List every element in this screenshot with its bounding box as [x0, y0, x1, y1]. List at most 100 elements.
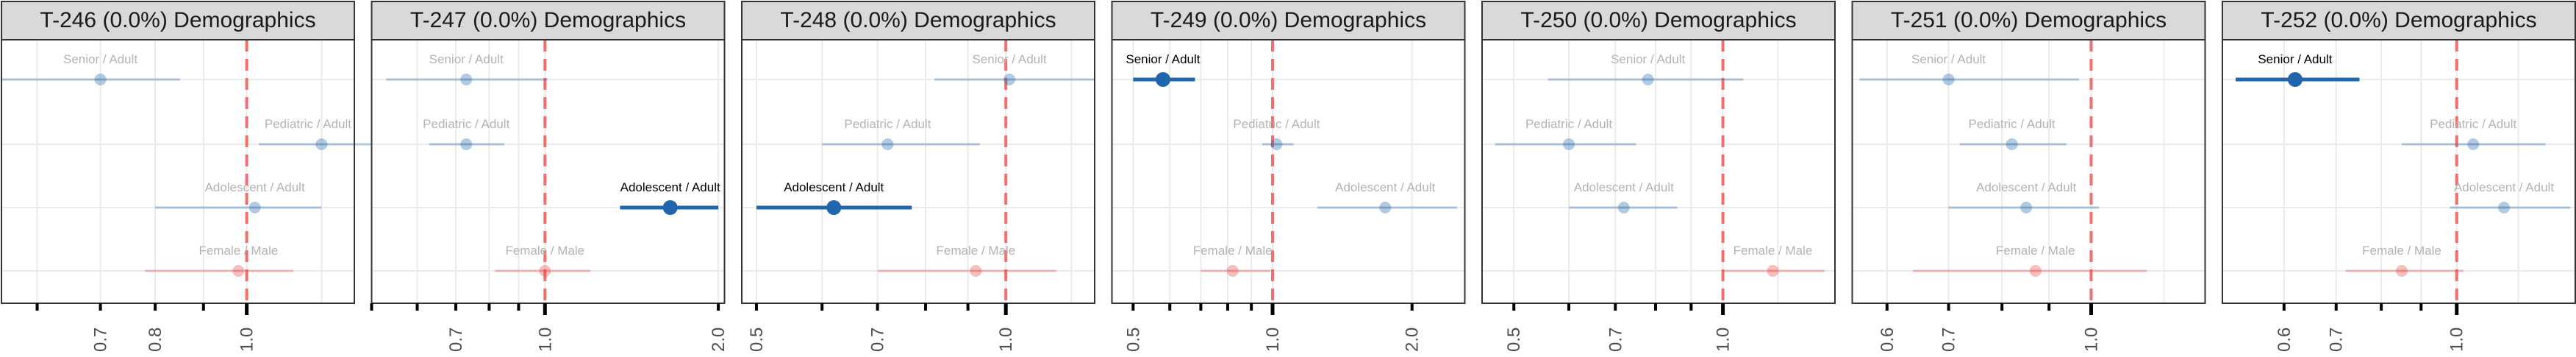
- point-estimate: [1155, 72, 1170, 87]
- forest-panel-2: T-247 (0.0%) Demographics Senior / Adult P…: [370, 1, 729, 352]
- forest-panel-1: T-246 (0.0%) Demographics Senior / Adult P…: [1, 1, 385, 352]
- point-estimate: [2467, 138, 2480, 150]
- tick-label: 0.5: [1123, 328, 1143, 352]
- tick-label: 0.6: [1878, 328, 1897, 352]
- point-estimate: [1942, 74, 1955, 85]
- row-label: Female / Male: [1193, 244, 1273, 258]
- facet-strip: [1111, 1, 1466, 40]
- tick-label: 0.7: [1606, 328, 1625, 352]
- row-label: Female / Male: [2362, 244, 2441, 258]
- row-label: Pediatric / Adult: [844, 117, 931, 131]
- panel-border: [1111, 39, 1466, 304]
- point-estimate: [1642, 74, 1654, 85]
- tick-label: 2.0: [709, 328, 729, 352]
- facet-strip: [371, 1, 726, 40]
- row-label: Pediatric / Adult: [1969, 117, 2056, 131]
- row-label: Pediatric / Adult: [1525, 117, 1612, 131]
- row-label: Pediatric / Adult: [1233, 117, 1320, 131]
- tick-label: 1.0: [535, 328, 555, 352]
- point-estimate: [826, 200, 842, 215]
- point-estimate: [94, 74, 107, 85]
- forest-panel-3: T-248 (0.0%) Demographics Senior / Adult P…: [741, 1, 1095, 352]
- tick-label: 0.7: [2327, 328, 2347, 352]
- panel-title: T-252 (0.0%) Demographics: [2261, 8, 2536, 32]
- panel-border: [741, 39, 1095, 304]
- plot-background: [371, 40, 725, 303]
- forest-panel-5: T-250 (0.0%) Demographics Senior / Adult P…: [1481, 1, 1836, 352]
- row-label: Pediatric / Adult: [265, 117, 351, 131]
- forest-panel-6: T-251 (0.0%) Demographics Senior / Adult P…: [1851, 1, 2206, 352]
- tick-label: 0.7: [1939, 328, 1959, 352]
- row-label: Pediatric / Adult: [423, 117, 509, 131]
- plot-background: [742, 40, 1095, 303]
- panel-title: T-247 (0.0%) Demographics: [410, 8, 686, 32]
- tick-label: 1.0: [996, 328, 1016, 352]
- panel-border: [1, 39, 355, 304]
- point-estimate: [1270, 138, 1283, 150]
- plot-background: [1852, 40, 2205, 303]
- row-label: Female / Male: [1734, 244, 1813, 258]
- row-label: Senior / Adult: [1126, 52, 1200, 66]
- point-estimate: [460, 138, 473, 150]
- panel-title: T-248 (0.0%) Demographics: [780, 8, 1056, 32]
- row-label: Adolescent / Adult: [1574, 180, 1674, 194]
- point-estimate: [2396, 265, 2408, 277]
- row-label: Adolescent / Adult: [2454, 180, 2554, 194]
- point-estimate: [232, 265, 245, 277]
- tick-label: 0.7: [446, 328, 466, 352]
- panel-title: T-249 (0.0%) Demographics: [1151, 8, 1426, 32]
- point-estimate: [2498, 202, 2511, 213]
- row-label: Adolescent / Adult: [784, 180, 884, 194]
- tick-label: 0.5: [747, 328, 767, 352]
- row-label: Senior / Adult: [63, 52, 137, 66]
- point-estimate: [1563, 138, 1575, 150]
- panel-title: T-250 (0.0%) Demographics: [1520, 8, 1796, 32]
- tick-label: 0.5: [1504, 328, 1524, 352]
- panel-border: [371, 39, 726, 304]
- row-label: Adolescent / Adult: [1976, 180, 2076, 194]
- row-label: Senior / Adult: [429, 52, 504, 66]
- tick-label: 0.8: [146, 328, 165, 352]
- tick-label: 1.0: [1263, 328, 1283, 352]
- forest-panel-7: T-252 (0.0%) Demographics Senior / Adult P…: [2222, 1, 2576, 352]
- point-estimate: [1226, 265, 1239, 277]
- point-estimate: [1003, 74, 1016, 85]
- point-estimate: [2020, 202, 2033, 213]
- point-estimate: [248, 202, 261, 213]
- panel-border: [2222, 39, 2576, 304]
- facet-strip: [1851, 1, 2206, 40]
- tick-label: 1.0: [2447, 328, 2467, 352]
- point-estimate: [1767, 265, 1779, 277]
- point-estimate: [2287, 72, 2303, 87]
- point-estimate: [460, 74, 473, 85]
- point-estimate: [881, 138, 894, 150]
- tick-label: 0.7: [868, 328, 888, 352]
- plot-background: [1482, 40, 1835, 303]
- plot-background: [1, 40, 354, 303]
- row-label: Senior / Adult: [2258, 52, 2332, 66]
- row-label: Senior / Adult: [1611, 52, 1685, 66]
- panel-title: T-246 (0.0%) Demographics: [40, 8, 315, 32]
- tick-label: 2.0: [1403, 328, 1423, 352]
- row-label: Senior / Adult: [1911, 52, 1986, 66]
- point-estimate: [2029, 265, 2042, 277]
- forest-panel-4: T-249 (0.0%) Demographics Senior / Adult P…: [1111, 1, 1466, 352]
- tick-label: 0.6: [2275, 328, 2294, 352]
- panel-border: [1851, 39, 2206, 304]
- point-estimate: [315, 138, 328, 150]
- row-label: Adolescent / Adult: [620, 180, 720, 194]
- point-estimate: [1379, 202, 1392, 213]
- row-label: Female / Male: [198, 244, 278, 258]
- point-estimate: [1617, 202, 1630, 213]
- panel-title: T-251 (0.0%) Demographics: [1891, 8, 2167, 32]
- row-label: Adolescent / Adult: [205, 180, 305, 194]
- tick-label: 1.0: [1714, 328, 1734, 352]
- tick-label: 1.0: [237, 328, 257, 352]
- facet-strip: [741, 1, 1095, 40]
- point-estimate: [539, 265, 551, 277]
- tick-label: 1.0: [2081, 328, 2101, 352]
- row-label: Senior / Adult: [972, 52, 1046, 66]
- row-label: Adolescent / Adult: [1335, 180, 1435, 194]
- panel-border: [1481, 39, 1836, 304]
